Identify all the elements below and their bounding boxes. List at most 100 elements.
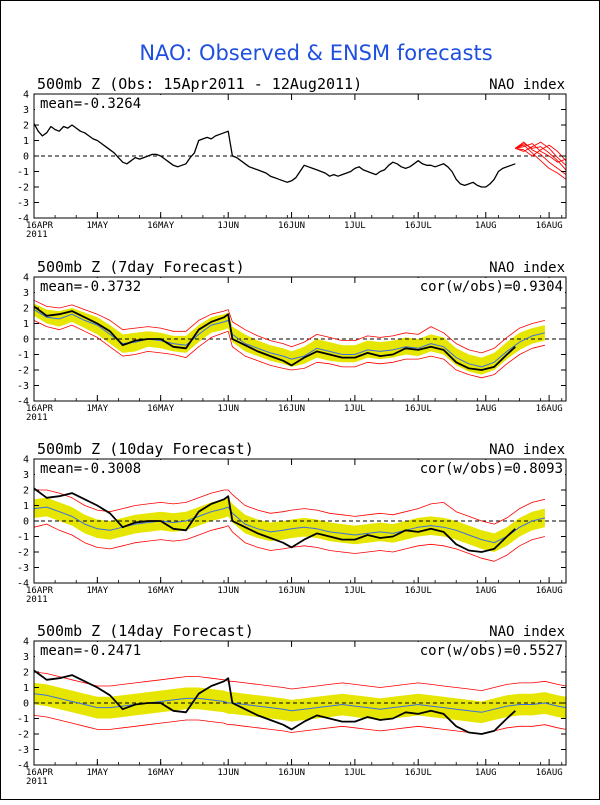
x-tick-sublabel: 2011 — [26, 595, 48, 605]
panel-subtitle: 500mb Z (14day Forecast) — [37, 622, 254, 640]
x-tick-sublabel: 2011 — [26, 413, 48, 423]
mean-label-bg — [35, 642, 171, 658]
x-tick-label: 1MAY — [86, 404, 108, 414]
figure-title: NAO: Observed & ENSM forecasts — [139, 41, 492, 65]
cor-label-bg — [408, 278, 565, 294]
y-tick-label: 2 — [23, 668, 29, 679]
x-tick-label: 16AUG — [536, 404, 563, 414]
panel-right-label: NAO index — [489, 442, 565, 458]
x-tick-label: 1JUN — [217, 768, 239, 778]
y-tick-label: 0 — [23, 699, 29, 710]
x-tick-label: 16APR — [26, 404, 54, 414]
y-tick-label: 3 — [23, 105, 29, 116]
x-tick-label: 1JUN — [217, 404, 239, 414]
y-tick-label: 1 — [23, 319, 29, 330]
panel-right-label: NAO index — [489, 77, 565, 93]
x-tick-label: 16AUG — [536, 221, 563, 231]
x-tick-label: 16JUN — [278, 586, 305, 596]
ensemble-member-line — [515, 144, 567, 162]
x-tick-label: 1MAY — [86, 221, 108, 231]
cor-label: cor(w/obs)=0.9304 — [420, 279, 563, 295]
panel-right-label: NAO index — [489, 260, 565, 276]
x-tick-label: 16JUN — [278, 404, 305, 414]
panel-1: 500mb Z (Obs: 15Apr2011 - 12Aug2011) NAO … — [17, 75, 567, 240]
spread-upper-bound — [33, 299, 545, 354]
x-tick-label: 16MAY — [147, 221, 175, 231]
ensemble-member-line — [515, 141, 567, 175]
ensemble-member-line — [515, 143, 567, 171]
x-tick-label: 1AUG — [475, 768, 497, 778]
panel-subtitle: 500mb Z (7day Forecast) — [37, 258, 245, 276]
spread-band — [34, 497, 545, 552]
x-tick-sublabel: 2011 — [26, 230, 48, 240]
y-tick-label: 4 — [23, 455, 29, 466]
cor-label: cor(w/obs)=0.5527 — [420, 643, 563, 659]
y-tick-label: -2 — [17, 548, 29, 559]
x-tick-label: 1JUL — [344, 404, 366, 414]
spread-lower-bound — [33, 320, 545, 379]
spread-upper-bound — [34, 489, 545, 525]
observed-line — [33, 305, 516, 371]
y-tick-label: 3 — [23, 470, 29, 481]
x-tick-label: 16JUN — [278, 768, 305, 778]
y-tick-label: 0 — [23, 335, 29, 346]
y-tick-label: 0 — [23, 517, 29, 528]
x-tick-label: 1AUG — [475, 221, 497, 231]
y-tick-label: 2 — [23, 121, 29, 132]
y-tick-label: -3 — [17, 745, 29, 756]
panel-2: 500mb Z (7day Forecast) NAO index 4 3 2 1 0 -1 -… — [17, 258, 567, 423]
y-tick-label: 2 — [23, 486, 29, 497]
y-tick-label: -3 — [17, 563, 29, 574]
panel-subtitle: 500mb Z (Obs: 15Apr2011 - 12Aug2011) — [37, 75, 362, 93]
y-tick-label: -1 — [17, 350, 29, 361]
x-tick-label: 1JUL — [344, 768, 366, 778]
y-tick-label: -2 — [17, 183, 29, 194]
y-tick-label: -2 — [17, 366, 29, 377]
cor-label-bg — [408, 642, 565, 658]
x-tick-label: 1AUG — [475, 586, 497, 596]
spread-lower-bound — [33, 523, 545, 562]
ensemble-mean-line — [33, 693, 567, 713]
y-tick-label: -3 — [17, 198, 29, 209]
ensemble-member-line — [515, 143, 567, 163]
panel-right-label: NAO index — [489, 624, 565, 640]
panel-3: 500mb Z (10day Forecast) NAO index 4 3 2 1 0 -1… — [17, 440, 567, 605]
panel-4: 500mb Z (14day Forecast) NAO index 4 3 2 1 0 -1… — [17, 622, 567, 787]
panels: 500mb Z (Obs: 15Apr2011 - 12Aug2011) NAO … — [17, 75, 567, 787]
y-tick-label: 0 — [23, 152, 29, 163]
ensemble-mean-line — [33, 309, 546, 368]
x-tick-label: 1JUL — [344, 221, 366, 231]
mean-label: mean=-0.3264 — [40, 96, 141, 112]
x-tick-label: 16JUL — [405, 404, 432, 414]
x-tick-label: 1JUL — [344, 586, 366, 596]
y-tick-label: 4 — [23, 90, 29, 101]
x-tick-label: 1JUN — [217, 586, 239, 596]
panel-subtitle: 500mb Z (10day Forecast) — [37, 440, 254, 458]
mean-label-bg — [35, 460, 171, 476]
mean-label-bg — [35, 278, 171, 294]
x-tick-label: 16MAY — [147, 586, 175, 596]
y-tick-label: -2 — [17, 730, 29, 741]
y-tick-label: -4 — [17, 214, 29, 225]
y-tick-label: -1 — [17, 532, 29, 543]
y-tick-label: 3 — [23, 652, 29, 663]
mean-label: mean=-0.2471 — [40, 643, 141, 659]
mean-label-bg — [35, 95, 171, 111]
x-tick-label: 16MAY — [147, 768, 175, 778]
y-tick-label: -1 — [17, 167, 29, 178]
x-tick-label: 16AUG — [536, 768, 563, 778]
x-tick-sublabel: 2011 — [26, 777, 48, 787]
y-tick-label: -4 — [17, 579, 29, 590]
x-tick-label: 16JUL — [405, 768, 432, 778]
y-tick-label: 1 — [23, 683, 29, 694]
ensemble-member-line — [515, 144, 567, 180]
x-tick-label: 16APR — [26, 586, 54, 596]
observed-line — [33, 123, 516, 188]
y-tick-label: 2 — [23, 304, 29, 315]
cor-label-bg — [408, 460, 565, 476]
x-tick-label: 1MAY — [86, 586, 108, 596]
observed-line — [33, 487, 516, 553]
observed-line — [33, 669, 516, 735]
y-tick-label: 1 — [23, 501, 29, 512]
